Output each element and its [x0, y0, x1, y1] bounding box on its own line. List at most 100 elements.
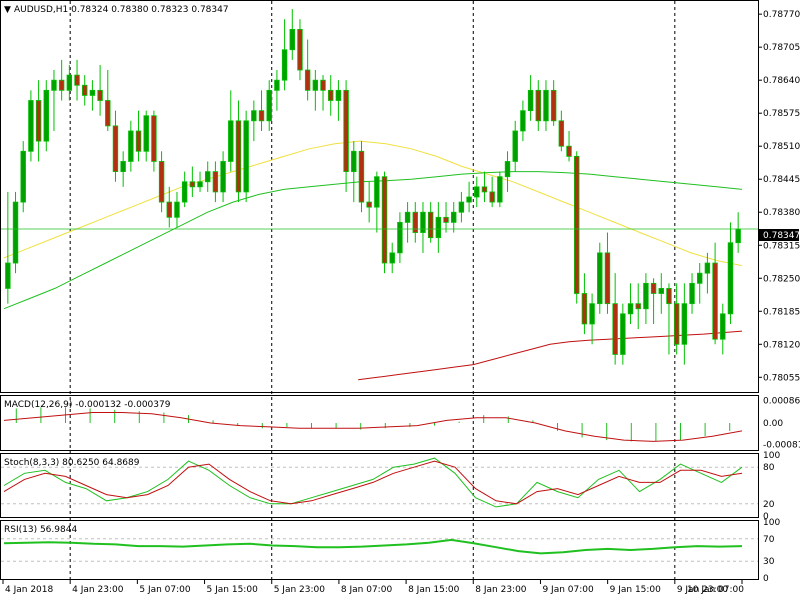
candle-body: [51, 79, 57, 91]
candle-body: [212, 171, 219, 193]
price-tick-label: 0.78055: [763, 373, 800, 383]
price-tick-label: 0.78705: [763, 43, 800, 53]
price-tick-label: 0.78445: [763, 175, 800, 185]
last-price-box: [759, 229, 799, 241]
time-axis: 4 Jan 2018 4 Jan 23:00 5 Jan 07:00 5 Jan 15…: [2, 580, 744, 595]
time-tick-label: 9 Jan 23:00: [677, 585, 729, 595]
price-tick-label: 0.78315: [763, 241, 800, 251]
candle-body: [681, 303, 688, 345]
candle-body: [397, 221, 403, 254]
candle-body: [20, 150, 26, 203]
candle-body: [689, 282, 695, 305]
candle-body: [443, 216, 449, 223]
macd-signal-line: [3, 412, 743, 442]
candle-body: [527, 89, 534, 112]
candle-body: [289, 28, 295, 51]
time-tick-label: 5 Jan 07:00: [139, 585, 191, 595]
stoch-panel[interactable]: [0, 453, 759, 518]
candle-body: [82, 84, 88, 96]
stoch-tick-label: 100: [763, 451, 780, 461]
candle-body: [58, 79, 65, 91]
candle-body: [389, 252, 395, 264]
candle-body: [512, 130, 518, 162]
candle-body: [420, 211, 426, 233]
candle-body: [320, 79, 326, 91]
candle-body: [358, 150, 365, 203]
rsi-plot: 100 70 30 0: [1, 518, 780, 584]
macd-tick-label: 0.000863: [763, 396, 800, 406]
candle-body: [158, 161, 165, 203]
candle-body: [205, 171, 211, 183]
candle-body: [497, 176, 503, 203]
candle-body: [735, 228, 741, 244]
candle-body: [297, 28, 303, 71]
time-tick-label: 8 Jan 15:00: [408, 585, 460, 595]
candle-body: [666, 288, 672, 305]
candle-body: [604, 252, 611, 305]
candle-body: [720, 313, 726, 340]
rsi-line: [3, 538, 743, 555]
candle-body: [374, 176, 380, 208]
price-axis: 0.78770 0.78705 0.78640 0.78575 0.78510 0.784…: [758, 10, 800, 383]
candle-body: [89, 89, 96, 96]
candle-body: [197, 181, 203, 188]
stoch-plot: 100 80 20 0: [1, 451, 780, 522]
candle-body: [643, 282, 649, 310]
candle-body: [574, 155, 580, 294]
candle-body: [243, 120, 249, 193]
candle-body: [566, 145, 572, 157]
candle-body: [312, 79, 319, 91]
candle-body: [235, 120, 242, 193]
candle-body: [228, 120, 234, 162]
time-tick-label: 5 Jan 15:00: [207, 585, 259, 595]
candle-body: [697, 272, 703, 284]
price-tick-label: 0.78575: [763, 109, 800, 119]
candle-body: [451, 211, 457, 223]
last-price-label: 0.78347: [763, 231, 800, 241]
macd-tick-label: -0.00081: [763, 440, 800, 450]
candle-body: [258, 110, 265, 122]
candle-body: [427, 211, 434, 239]
candle-body: [458, 201, 465, 213]
candle-body: [673, 303, 680, 345]
candle-body: [543, 89, 549, 122]
time-tick-label: 9 Jan 15:00: [610, 585, 662, 595]
rsi-tick-label: 0: [763, 574, 769, 584]
candle-body: [504, 161, 511, 178]
time-tick-label: 10 Jan 07:00: [687, 585, 744, 595]
candle-body: [128, 130, 134, 162]
price-tick-label: 0.78380: [763, 208, 800, 218]
candle-body: [174, 201, 180, 218]
macd-panel[interactable]: [0, 395, 759, 451]
candle-body: [181, 181, 188, 203]
candle-body: [597, 252, 603, 305]
time-tick-label: 4 Jan 2018: [5, 585, 53, 595]
candle-body: [151, 115, 157, 162]
price-tick-label: 0.78250: [763, 274, 800, 284]
candle-body: [143, 115, 149, 152]
ma-fast-line: [3, 140, 743, 267]
price-tick-label: 0.78185: [763, 307, 800, 317]
price-tick-label: 0.78640: [763, 76, 800, 86]
candle-body: [612, 303, 618, 355]
stoch-tick-label: 80: [763, 463, 775, 473]
candle-body: [97, 89, 103, 101]
candle-body: [620, 313, 626, 355]
dropdown-arrow-icon[interactable]: ▼: [4, 5, 11, 15]
candle-body: [135, 130, 142, 152]
candle-body: [412, 211, 418, 233]
candle-body: [12, 201, 19, 264]
stoch-tick-label: 20: [763, 500, 775, 510]
candle-body: [189, 181, 196, 188]
candle-body: [712, 262, 718, 340]
rsi-tick-label: 70: [763, 535, 775, 545]
candle-body: [166, 201, 172, 218]
price-tick-label: 0.78770: [763, 10, 800, 20]
symbol-header: AUDUSD,H1 0.78324 0.78380 0.78323 0.7834…: [14, 5, 229, 15]
time-tick-label: 4 Jan 23:00: [72, 585, 124, 595]
candle-body: [220, 161, 226, 193]
time-tick-label: 8 Jan 07:00: [341, 585, 393, 595]
candle-body: [74, 74, 80, 86]
ma-mid-line: [3, 171, 743, 310]
